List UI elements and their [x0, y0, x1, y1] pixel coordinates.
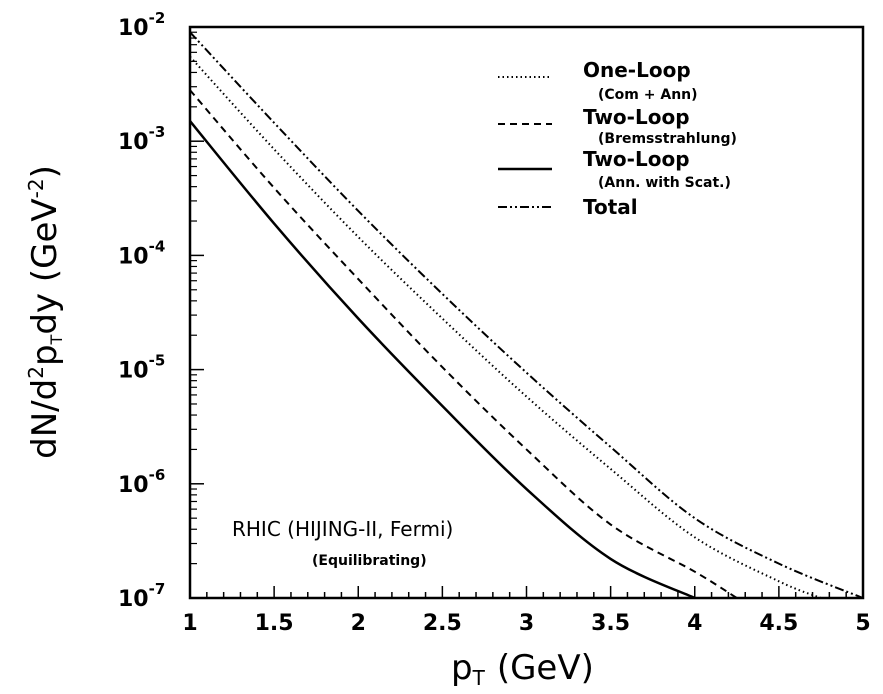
axis-ticks [189, 26, 864, 599]
x-tick-label: 4 [687, 611, 702, 636]
y-axis-title: dN/d2pTdy (GeV-2) [24, 165, 66, 459]
series-line-3 [189, 31, 864, 599]
x-axis-title-sub: T [472, 666, 486, 690]
x-tick-label: 1 [182, 611, 197, 636]
x-tick-label: 2.5 [423, 611, 462, 636]
legend-label-1: Two-Loop [583, 105, 690, 129]
y-axis-title-sup2: -2 [24, 178, 48, 198]
legend-label-2: Two-Loop [583, 147, 690, 171]
y-tick-label: 10-3 [118, 123, 165, 155]
y-axis-title-tail: dy (GeV [25, 198, 65, 334]
series-lines [189, 31, 864, 600]
x-tick-label: 3 [519, 611, 534, 636]
plot-frame [188, 25, 865, 600]
y-axis-title-sup1: 2 [24, 366, 48, 379]
y-tick-labels: 10-2 10-3 10-4 10-5 10-6 10-7 [118, 9, 165, 612]
legend-sublabel-0: (Com + Ann) [598, 87, 698, 103]
x-axis-title: pT (GeV) [451, 648, 594, 690]
y-tick-label: 10-7 [118, 580, 165, 612]
y-axis-title-main: dN/d [25, 379, 65, 459]
y-tick-label: 10-4 [118, 237, 165, 269]
series-line-0 [189, 55, 822, 599]
x-tick-label: 5 [855, 611, 870, 636]
x-tick-label: 3.5 [591, 611, 630, 636]
y-axis-title-sub: T [47, 334, 66, 345]
x-tick-label: 1.5 [255, 611, 294, 636]
annotation-sub: (Equilibrating) [312, 553, 427, 569]
x-tick-labels: 1 1.5 2 2.5 3 3.5 4 4.5 5 [182, 611, 870, 636]
legend: One-Loop (Com + Ann) Two-Loop (Bremsstra… [498, 58, 737, 219]
y-tick-label: 10-2 [118, 9, 165, 41]
series-line-2 [189, 120, 696, 600]
y-axis-title-end: ) [25, 165, 65, 178]
legend-label-3: Total [583, 195, 638, 219]
series-line-1 [189, 89, 738, 599]
x-tick-label: 4.5 [759, 611, 798, 636]
x-axis-title-tail: (GeV) [497, 648, 594, 688]
legend-label-0: One-Loop [583, 58, 691, 82]
legend-sublabel-2: (Ann. with Scat.) [598, 175, 731, 191]
x-tick-label: 2 [351, 611, 366, 636]
y-tick-label: 10-6 [118, 466, 165, 498]
x-axis-title-main: p [451, 648, 473, 688]
annotation-main: RHIC (HIJING-II, Fermi) [232, 517, 453, 541]
y-tick-label: 10-5 [118, 352, 165, 384]
y-axis-title-mid: p [25, 344, 65, 366]
legend-sublabel-1: (Bremsstrahlung) [598, 131, 737, 147]
